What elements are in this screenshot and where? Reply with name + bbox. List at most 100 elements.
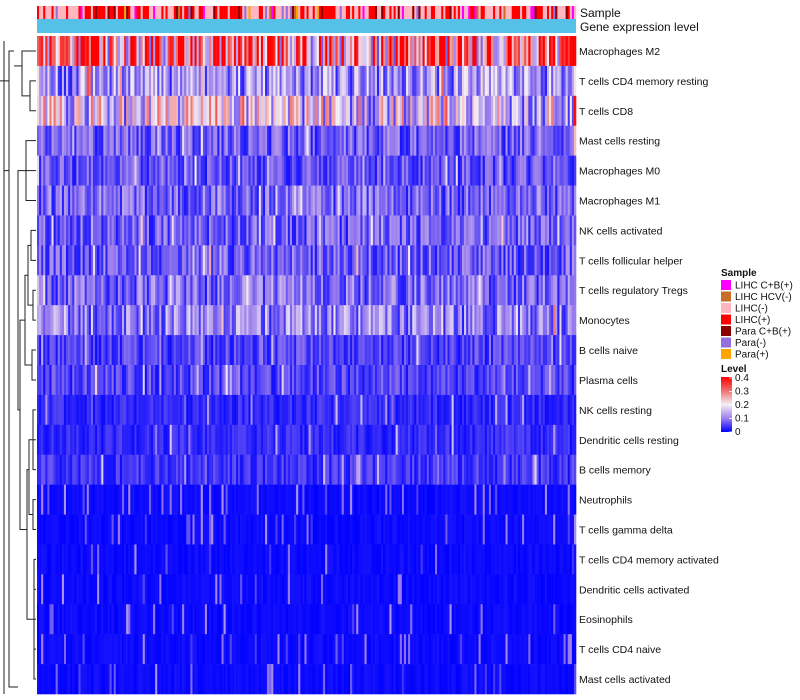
heatmap-cell	[540, 335, 544, 366]
heatmap-cell	[379, 36, 382, 67]
sample-annotation-cell	[509, 6, 513, 19]
heatmap-cell	[406, 275, 409, 306]
heatmap-cell	[376, 305, 380, 336]
heatmap-cell	[385, 424, 388, 456]
heatmap-cell	[107, 155, 110, 186]
heatmap-cell	[132, 514, 135, 545]
heatmap-cell	[204, 365, 208, 396]
heatmap-cell	[298, 544, 301, 575]
heatmap-cell	[122, 185, 125, 216]
heatmap-cell	[182, 305, 185, 336]
heatmap-cell	[277, 484, 280, 515]
heatmap-cell	[283, 95, 287, 127]
heatmap-cell	[414, 365, 417, 396]
heatmap-cell	[294, 514, 297, 545]
heatmap-cell	[571, 185, 575, 216]
heatmap-cell	[86, 514, 90, 545]
heatmap-cell	[343, 365, 347, 396]
heatmap-cell	[372, 155, 376, 186]
sample-annotation-cell	[447, 6, 450, 19]
heatmap-cell	[47, 305, 50, 336]
heatmap-cell	[534, 185, 537, 216]
heatmap-cell	[231, 454, 235, 485]
heatmap-cell	[88, 335, 92, 366]
heatmap-cell	[439, 245, 442, 276]
heatmap-cell	[428, 484, 432, 515]
sample-annotation-cell	[329, 6, 332, 19]
sample-annotation-cell	[84, 6, 88, 19]
heatmap-cell	[105, 95, 108, 127]
heatmap-cell	[198, 245, 202, 276]
heatmap-cell	[223, 215, 226, 246]
heatmap-cell	[289, 36, 293, 67]
heatmap-cell	[171, 65, 175, 97]
heatmap-cell	[113, 394, 117, 426]
heatmap-cell	[82, 544, 85, 575]
heatmap-cell	[395, 484, 399, 515]
heatmap-cell	[573, 544, 577, 575]
heatmap-cell	[269, 514, 272, 545]
heatmap-cell	[509, 65, 513, 97]
heatmap-cell	[99, 365, 102, 396]
heatmap-cell	[408, 95, 411, 127]
heatmap-cell	[314, 155, 318, 186]
heatmap-cell	[507, 95, 510, 127]
heatmap-cell	[453, 365, 457, 396]
heatmap-cell	[364, 36, 367, 67]
sample-annotation-cell	[478, 6, 481, 19]
heatmap-cell	[515, 245, 519, 276]
heatmap-cell	[366, 424, 369, 456]
heatmap-cell	[337, 215, 340, 246]
heatmap-cell	[159, 365, 162, 396]
heatmap-cell	[173, 365, 177, 396]
heatmap-cell	[551, 95, 554, 127]
heatmap-cell	[190, 185, 193, 216]
heatmap-cell	[312, 125, 316, 156]
heatmap-cell	[356, 95, 359, 127]
heatmap-cell	[140, 95, 144, 127]
heatmap-cell	[227, 365, 231, 396]
heatmap-cell	[238, 424, 241, 456]
heatmap-cell	[544, 394, 548, 426]
heatmap-cell	[520, 514, 523, 545]
heatmap-cell	[225, 245, 229, 276]
heatmap-cell	[345, 36, 349, 67]
heatmap-cell	[231, 155, 235, 186]
heatmap-cell	[347, 394, 351, 426]
heatmap-cell	[55, 335, 59, 366]
heatmap-cell	[161, 185, 164, 216]
heatmap-cell	[534, 215, 537, 246]
heatmap-cell	[227, 424, 231, 456]
heatmap-cell	[70, 335, 73, 366]
heatmap-cell	[546, 514, 550, 545]
heatmap-cell	[285, 95, 289, 127]
heatmap-cell	[571, 544, 575, 575]
heatmap-cell	[372, 365, 376, 396]
heatmap-cell	[341, 365, 345, 396]
heatmap-cell	[242, 394, 245, 426]
heatmap-cell	[325, 514, 328, 545]
heatmap-cell	[441, 275, 444, 306]
heatmap-cell	[553, 155, 556, 186]
heatmap-cell	[151, 305, 154, 336]
heatmap-cell	[289, 544, 293, 575]
heatmap-cell	[455, 185, 459, 216]
heatmap-cell	[441, 514, 444, 545]
heatmap-cell	[155, 484, 158, 515]
heatmap-cell	[385, 275, 388, 306]
heatmap-cell	[449, 275, 452, 306]
heatmap-cell	[420, 275, 423, 306]
heatmap-cell	[395, 335, 399, 366]
sample-annotation-cell	[366, 6, 369, 19]
heatmap-cell	[488, 65, 492, 97]
heatmap-cell	[163, 275, 166, 306]
heatmap-cell	[399, 275, 403, 306]
heatmap-cell	[387, 454, 390, 485]
heatmap-cell	[296, 36, 299, 67]
heatmap-cell	[37, 454, 40, 485]
heatmap-cell	[314, 454, 318, 485]
heatmap-cell	[383, 215, 386, 246]
heatmap-cell	[37, 424, 40, 456]
heatmap-cell	[482, 544, 486, 575]
heatmap-cell	[557, 125, 560, 156]
